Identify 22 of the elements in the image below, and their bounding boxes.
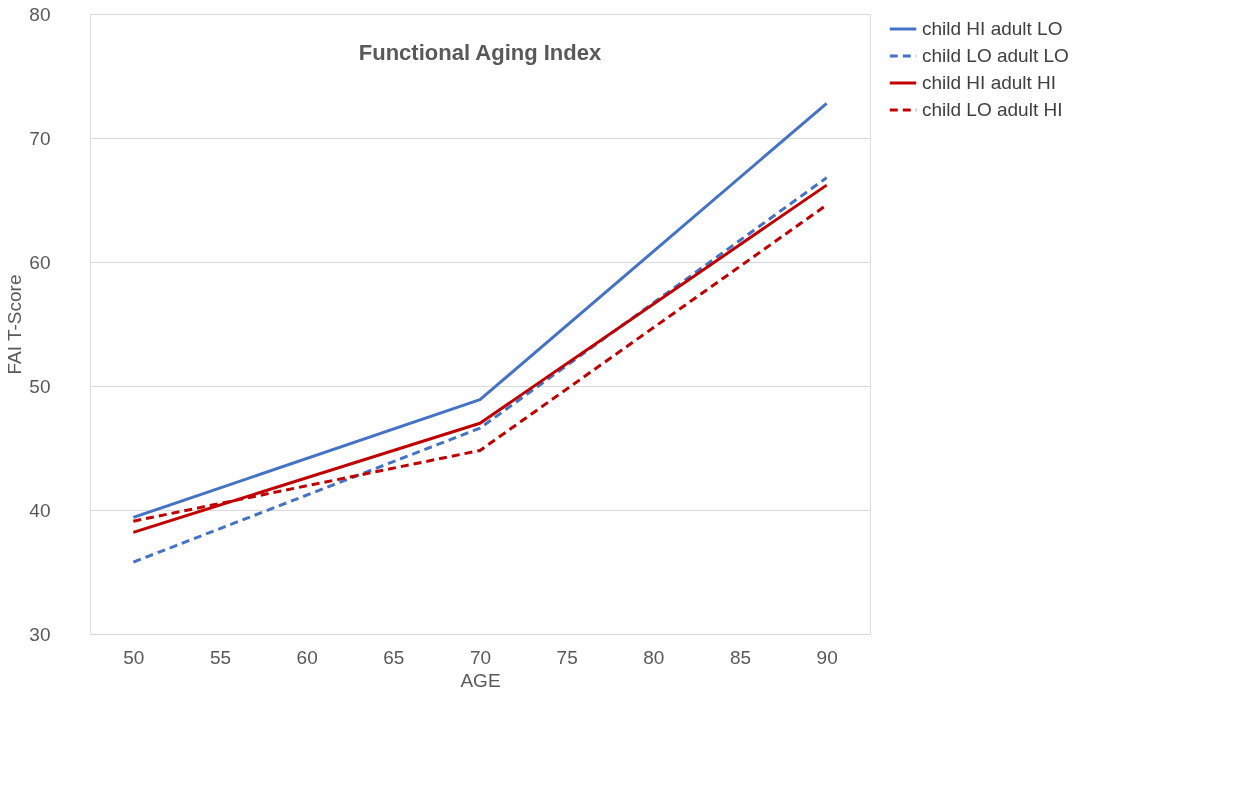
x-tick-label: 85 <box>729 646 752 668</box>
x-tick-label: 80 <box>643 646 665 668</box>
x-tick-label: 70 <box>469 646 492 668</box>
legend-label: child LO adult HI <box>922 99 1063 120</box>
x-axis-title: AGE <box>460 669 501 691</box>
text: Functional Aging Index <box>358 40 602 65</box>
y-axis-title: FAI T-Score <box>4 274 26 375</box>
y-tick-label: 70 <box>29 127 51 149</box>
x-tick-label: 55 <box>209 646 232 668</box>
x-tick-label: 50 <box>123 646 145 668</box>
y-tick-label: 80 <box>29 3 51 25</box>
legend-label: child HI adult HI <box>922 72 1057 93</box>
y-tick-label: 30 <box>29 623 51 645</box>
y-tick-label: 60 <box>29 251 51 273</box>
x-tick-label: 60 <box>296 646 318 668</box>
x-tick-label: 75 <box>556 646 578 668</box>
x-tick-label: 90 <box>816 646 838 668</box>
legend-label: child HI adult LO <box>922 18 1063 39</box>
y-tick-label: 40 <box>29 499 51 521</box>
x-tick-label: 65 <box>383 646 405 668</box>
y-tick-label: 50 <box>29 375 51 397</box>
legend-label: child LO adult LO <box>922 45 1069 66</box>
